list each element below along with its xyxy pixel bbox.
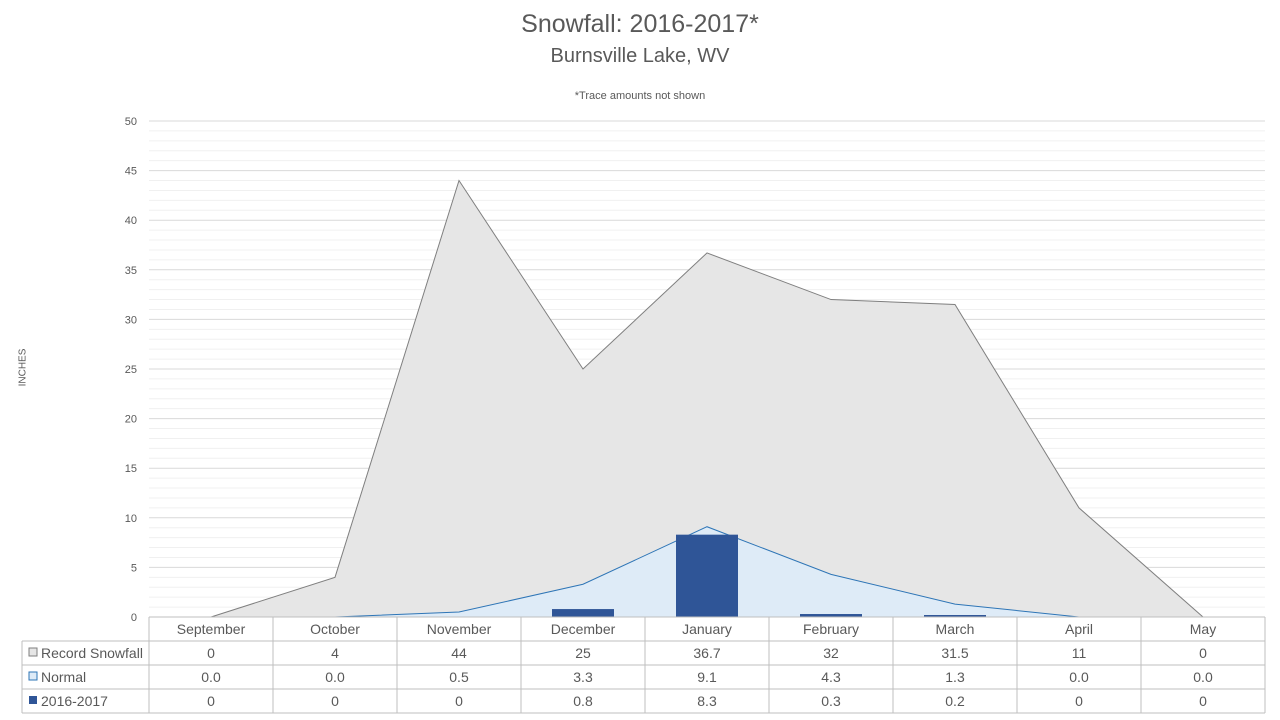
data-cell: 0.0 [325, 669, 345, 685]
data-cell: 0 [455, 693, 463, 709]
bar-2016-2017 [552, 609, 614, 617]
data-cell: 31.5 [941, 645, 968, 661]
data-cell: 9.1 [697, 669, 717, 685]
data-cell: 36.7 [693, 645, 720, 661]
data-cell: 0.3 [821, 693, 841, 709]
y-tick-label: 45 [125, 166, 137, 178]
data-cell: 3.3 [573, 669, 593, 685]
data-cell: 4.3 [821, 669, 841, 685]
legend-label: 2016-2017 [41, 693, 108, 709]
category-label: March [936, 621, 975, 637]
y-tick-label: 15 [125, 463, 137, 475]
legend-key [28, 671, 38, 681]
data-cell: 4 [331, 645, 339, 661]
y-tick-label: 50 [125, 116, 137, 128]
data-cell: 0.2 [945, 693, 965, 709]
chart-title: Snowfall: 2016-2017* [521, 10, 759, 38]
y-tick-label: 10 [125, 513, 137, 525]
data-cell: 0.0 [1193, 669, 1213, 685]
data-cell: 11 [1072, 645, 1087, 661]
data-cell: 0.0 [1069, 669, 1089, 685]
legend-label: Normal [41, 669, 86, 685]
y-tick-label: 5 [131, 562, 137, 574]
data-cell: 32 [823, 645, 839, 661]
data-cell: 0.8 [573, 693, 593, 709]
chart-note: *Trace amounts not shown [574, 90, 706, 102]
data-cell: 44 [451, 645, 467, 661]
area-line-normal [211, 526, 1203, 618]
data-cell: 0 [331, 693, 339, 709]
category-label: January [682, 621, 732, 637]
area-line-record-snowfall [210, 179, 1204, 618]
category-label: October [310, 621, 360, 637]
bar-2016-2017 [924, 615, 986, 617]
category-label: September [177, 621, 246, 637]
legend-key [28, 647, 38, 657]
chart-subtitle: Burnsville Lake, WV [550, 45, 730, 67]
data-cell: 0 [1199, 693, 1207, 709]
y-tick-label: 25 [125, 364, 137, 376]
data-cell: 25 [575, 645, 591, 661]
y-tick-label: 40 [125, 215, 137, 227]
bar-2016-2017 [676, 534, 738, 617]
bar-2016-2017 [800, 614, 862, 617]
data-cell: 8.3 [697, 693, 717, 709]
data-cell: 1.3 [945, 669, 965, 685]
category-label: May [1190, 621, 1216, 637]
data-cell: 0 [207, 693, 215, 709]
category-label: April [1065, 621, 1093, 637]
category-label: December [551, 621, 616, 637]
y-tick-label: 0 [131, 612, 137, 624]
data-cell: 0 [207, 645, 215, 661]
legend-label: Record Snowfall [41, 645, 143, 661]
data-cell: 0.5 [449, 669, 469, 685]
area-fill-record-snowfall [211, 180, 1203, 617]
legend-key [29, 696, 37, 704]
y-tick-label: 30 [125, 314, 137, 326]
y-tick-label: 20 [125, 414, 137, 426]
category-label: November [427, 621, 492, 637]
data-cell: 0.0 [201, 669, 221, 685]
category-label: February [803, 621, 859, 637]
data-cell: 0 [1075, 693, 1083, 709]
data-cell: 0 [1199, 645, 1207, 661]
y-tick-label: 35 [125, 265, 137, 277]
